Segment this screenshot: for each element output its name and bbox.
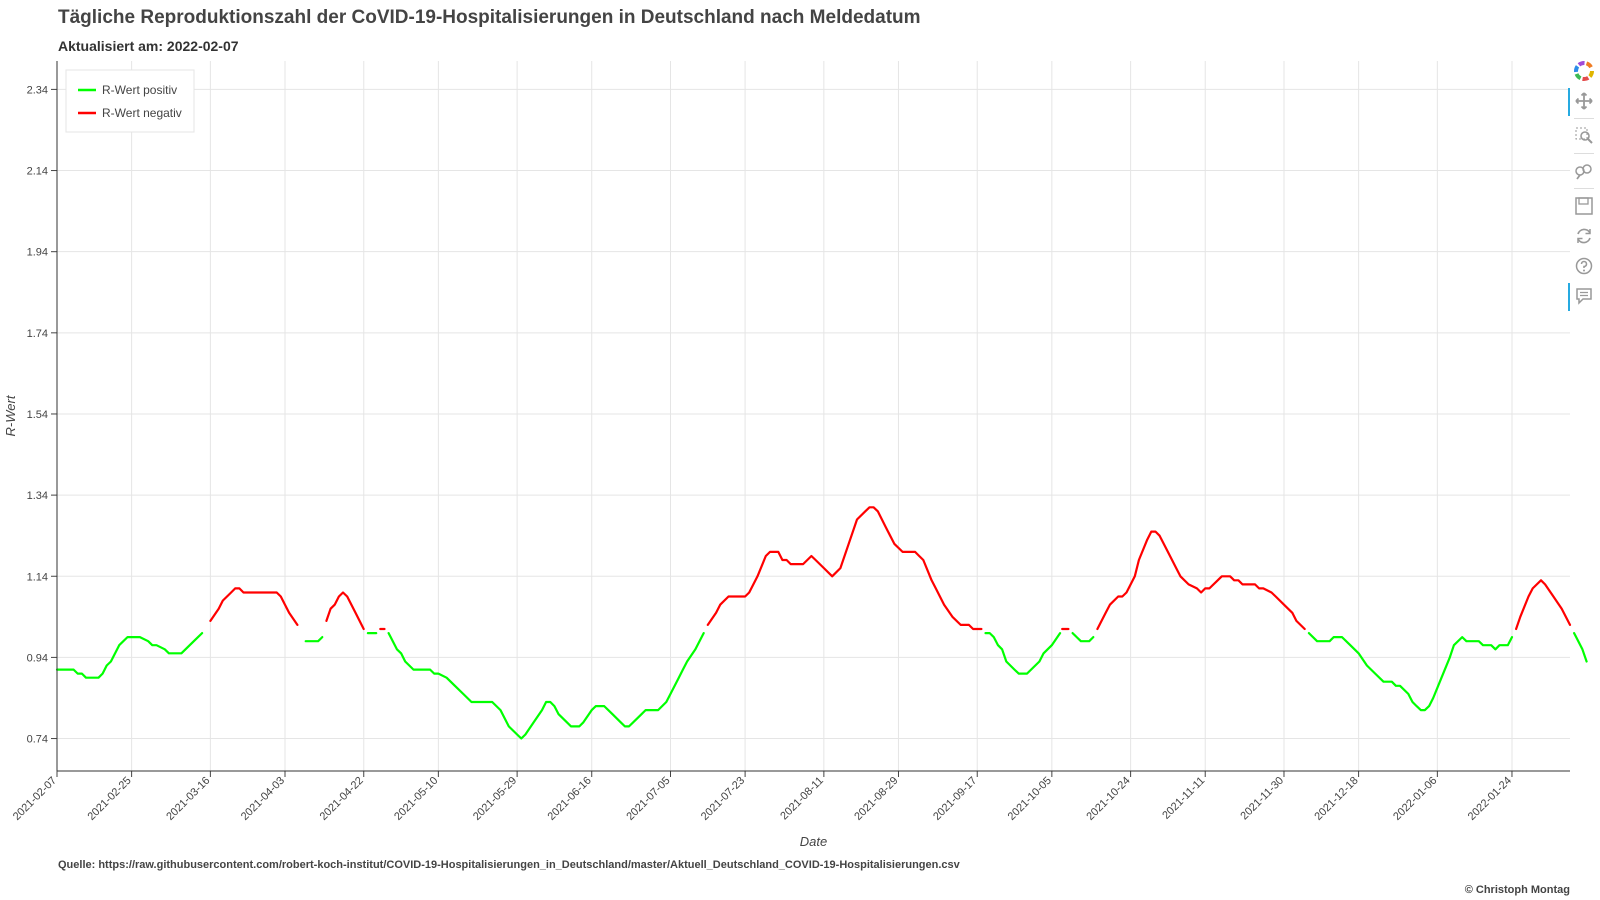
x-axis-label: Date [800,834,827,849]
x-tick-label: 2021-03-16 [164,775,212,823]
x-tick-label: 2021-09-17 [931,775,979,823]
y-tick-label: 1.94 [27,247,48,259]
series-segment-positiv [306,637,323,641]
x-tick-label: 2021-08-11 [778,775,826,823]
series-segment-negativ [326,593,363,630]
series-segment-positiv [389,633,704,738]
x-tick-label: 2021-04-03 [239,775,287,823]
series-segment-negativ [1097,532,1304,629]
toolbar-separator [1574,153,1594,154]
box-zoom-icon[interactable] [1572,123,1596,149]
legend-label: R-Wert positiv [102,83,177,97]
series-segment-negativ [210,588,297,625]
x-tick-label: 2021-10-05 [1006,775,1054,823]
x-tick-label: 2022-01-06 [1391,775,1439,823]
x-tick-label: 2021-10-24 [1084,775,1132,823]
x-tick-label: 2021-05-10 [392,775,440,823]
reset-icon[interactable] [1572,223,1596,249]
y-tick-label: 1.14 [27,571,48,583]
y-axis-label: R-Wert [3,394,18,436]
legend[interactable]: R-Wert positiv R-Wert negativ [66,70,194,132]
y-tick-label: 0.74 [27,734,48,746]
credit-note: © Christoph Montag [1465,884,1570,896]
series-segment-negativ [1516,580,1570,629]
x-tick-label: 2021-06-16 [546,775,594,823]
series-segment-negativ [708,507,982,629]
grid-lines [57,61,1570,771]
toolbar-separator [1574,118,1594,119]
series-segment-positiv [986,633,1061,674]
series-segment-positiv [1574,633,1587,661]
hover-icon[interactable] [1572,283,1596,309]
x-tick-label: 2021-07-05 [624,775,672,823]
x-tick-label: 2021-11-30 [1238,775,1286,823]
x-tick-label: 2022-01-24 [1466,775,1514,823]
axes: 0.74 0.94 1.14 1.34 1.54 1.74 1.94 2.14 2.34 2021… [3,61,1570,849]
y-tick-label: 1.34 [27,490,48,502]
y-tick-label: 0.94 [27,652,48,664]
help-icon[interactable] [1572,253,1596,279]
y-tick-label: 2.34 [27,84,48,96]
legend-label: R-Wert negativ [102,106,182,120]
source-note: Quelle: https://raw.githubusercontent.co… [58,859,960,871]
save-icon[interactable] [1572,193,1596,219]
x-tick-label: 2021-02-07 [11,775,59,823]
series-lines [57,507,1587,738]
x-tick-label: 2021-07-23 [699,775,747,823]
bokeh-logo-icon[interactable] [1572,58,1596,84]
legend-box [66,70,194,132]
y-tick-label: 1.54 [27,409,48,421]
series-segment-positiv [1309,633,1512,710]
x-tick-label: 2021-05-29 [471,775,519,823]
chart-toolbar [1570,58,1598,313]
x-tick-label: 2021-08-29 [852,775,900,823]
y-tick-label: 1.74 [27,328,48,340]
toolbar-separator [1574,188,1594,189]
x-tick-label: 2021-02-25 [85,775,133,823]
pan-icon[interactable] [1572,88,1596,114]
x-tick-label: 2021-11-11 [1160,775,1207,822]
series-segment-positiv [1073,633,1094,641]
wheel-zoom-icon[interactable] [1572,158,1596,184]
y-tick-label: 2.14 [27,166,48,178]
x-tick-label: 2021-12-18 [1312,775,1360,823]
series-segment-positiv [57,633,202,678]
x-tick-label: 2021-04-22 [318,775,366,823]
